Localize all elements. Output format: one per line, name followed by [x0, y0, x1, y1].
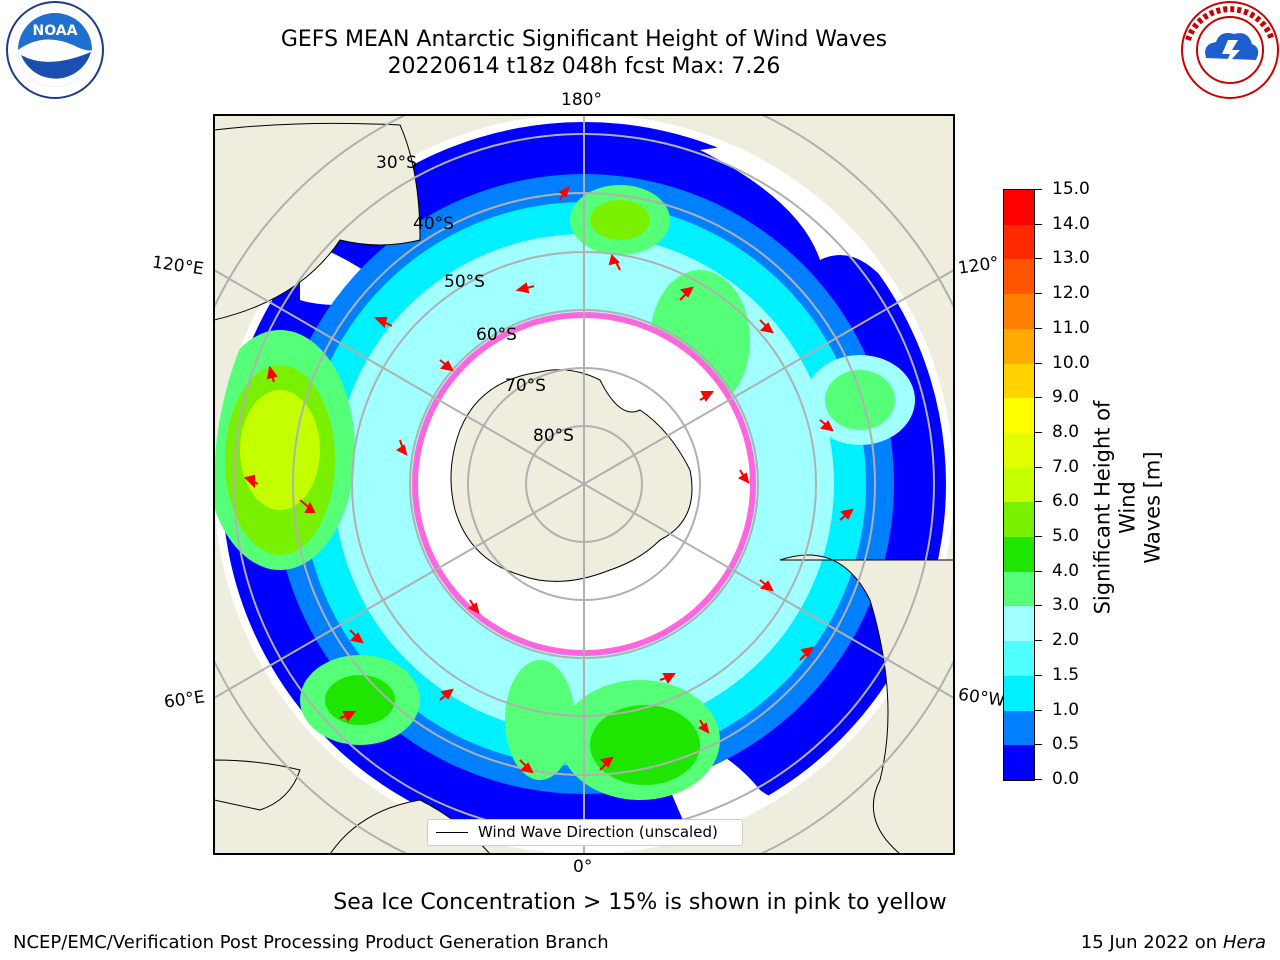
- colorbar-label-line1: Significant Height of Wind: [1090, 400, 1140, 615]
- noaa-logo: NOAA: [6, 1, 104, 99]
- colorbar-tick-label: 0.5: [1052, 734, 1080, 755]
- colorbar-tick-mark: [1034, 570, 1042, 572]
- colorbar-tick-mark: [1034, 189, 1042, 190]
- lat-label-60s: 60°S: [476, 325, 517, 345]
- lat-label-40s: 40°S: [413, 214, 454, 234]
- nws-logo: [1181, 1, 1279, 99]
- colorbar-tick-mark: [1034, 223, 1042, 225]
- lon-label-0: 0°: [573, 857, 593, 877]
- colorbar-tick-mark: [1034, 293, 1042, 295]
- colorbar-segment: [1004, 398, 1034, 434]
- colorbar: [1003, 189, 1035, 781]
- colorbar-tick-mark: [1034, 501, 1042, 503]
- chart-title: GEFS MEAN Antarctic Significant Height o…: [280, 27, 888, 52]
- colorbar-tick-mark: [1034, 536, 1042, 538]
- colorbar-label: Significant Height of Wind Waves [m]: [1091, 388, 1166, 628]
- map-frame: [213, 114, 955, 855]
- colorbar-segment: [1004, 641, 1034, 677]
- colorbar-tick-mark: [1034, 779, 1042, 780]
- colorbar-tick-label: 9.0: [1052, 387, 1080, 408]
- colorbar-segment: [1004, 259, 1034, 295]
- colorbar-tick-label: 7.0: [1052, 456, 1080, 477]
- colorbar-tick-label: 14.0: [1052, 213, 1090, 234]
- lat-label-30s: 30°S: [376, 153, 417, 173]
- colorbar-tick-label: 15.0: [1052, 179, 1090, 199]
- footer-organization: NCEP/EMC/Verification Post Processing Pr…: [13, 932, 609, 953]
- lat-label-70s: 70°S: [505, 376, 546, 396]
- colorbar-segment: [1004, 432, 1034, 469]
- colorbar-tick-mark: [1034, 258, 1042, 260]
- footer-host: Hera: [1222, 932, 1266, 953]
- footer-date-text: 15 Jun 2022 on: [1080, 932, 1218, 953]
- colorbar-segment: [1004, 606, 1034, 642]
- colorbar-tick-label: 1.0: [1052, 699, 1080, 720]
- footer-date: 15 Jun 2022 on Hera: [1081, 932, 1266, 953]
- colorbar-segment: [1004, 502, 1034, 538]
- legend-box: Wind Wave Direction (unscaled): [427, 819, 743, 846]
- colorbar-tick-label: 0.0: [1052, 769, 1080, 789]
- colorbar-tick-label: 11.0: [1052, 317, 1090, 338]
- colorbar-segment: [1004, 710, 1034, 746]
- chart-subtitle: 20220614 t18z 048h fcst Max: 7.26: [387, 54, 781, 79]
- colorbar-tick-mark: [1034, 640, 1042, 642]
- colorbar-tick-mark: [1034, 397, 1042, 399]
- colorbar-tick-mark: [1034, 605, 1042, 607]
- wave-direction-arrows: [244, 186, 854, 774]
- colorbar-tick-mark: [1034, 362, 1042, 364]
- colorbar-segment: [1004, 537, 1034, 573]
- colorbar-tick-mark: [1034, 744, 1042, 746]
- legend-line-swatch: [436, 832, 468, 833]
- colorbar-tick-label: 2.0: [1052, 630, 1080, 651]
- colorbar-segment: [1004, 328, 1034, 365]
- colorbar-segment: [1004, 675, 1034, 712]
- colorbar-tick-mark: [1034, 431, 1042, 433]
- colorbar-tick-label: 13.0: [1052, 248, 1090, 269]
- colorbar-segment: [1004, 224, 1034, 260]
- colorbar-segment: [1004, 571, 1034, 607]
- colorbar-tick-label: 3.0: [1052, 595, 1080, 616]
- colorbar-tick-mark: [1034, 327, 1042, 329]
- colorbar-tick-label: 12.0: [1052, 283, 1090, 304]
- svg-text:NOAA: NOAA: [33, 23, 78, 39]
- colorbar-tick-label: 8.0: [1052, 421, 1080, 442]
- colorbar-tick-label: 10.0: [1052, 352, 1090, 373]
- colorbar-segment: [1004, 467, 1034, 503]
- south-america: [779, 554, 954, 854]
- sea-ice-caption: Sea Ice Concentration > 15% is shown in …: [333, 890, 947, 915]
- lat-label-50s: 50°S: [444, 272, 485, 292]
- colorbar-tick-mark: [1034, 709, 1042, 711]
- colorbar-segment: [1004, 190, 1034, 226]
- colorbar-tick-label: 1.5: [1052, 664, 1080, 685]
- meridians: [214, 115, 954, 854]
- colorbar-segment: [1004, 745, 1034, 781]
- lon-label-180: 180°: [561, 90, 602, 110]
- colorbar-tick-label: 5.0: [1052, 526, 1080, 547]
- legend-label: Wind Wave Direction (unscaled): [478, 823, 718, 841]
- colorbar-segment: [1004, 294, 1034, 330]
- colorbar-label-line2: Waves [m]: [1140, 451, 1165, 564]
- colorbar-tick-mark: [1034, 674, 1042, 676]
- madagascar: [214, 759, 301, 811]
- colorbar-tick-label: 4.0: [1052, 560, 1080, 581]
- colorbar-tick-mark: [1034, 466, 1042, 468]
- colorbar-segment: [1004, 363, 1034, 399]
- colorbar-tick-label: 6.0: [1052, 491, 1080, 512]
- lat-label-80s: 80°S: [533, 426, 574, 446]
